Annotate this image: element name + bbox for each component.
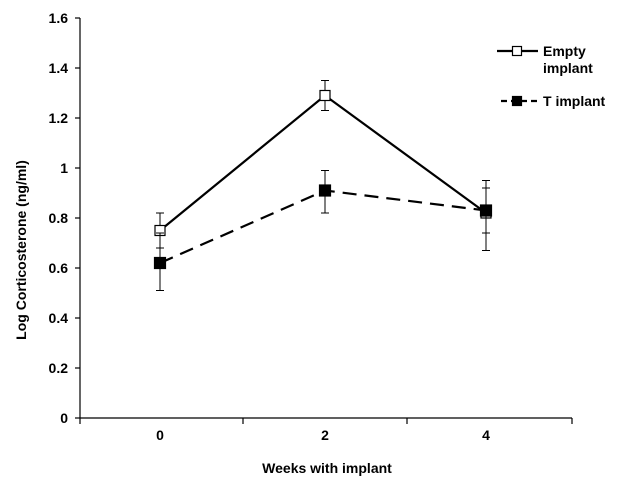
legend: Empty implant T implant [497, 43, 606, 109]
legend-item-0: Empty implant [497, 43, 593, 76]
x-axis-title: Weeks with implant [262, 460, 392, 476]
series-0 [154, 80, 492, 249]
data-point [153, 256, 167, 270]
series-layer [153, 80, 493, 291]
series-line [159, 94, 487, 232]
y-tick-label: 1 [60, 160, 68, 176]
y-tick-label: 1.4 [49, 60, 69, 76]
y-tick-label: 1.6 [49, 10, 69, 26]
y-tick-label: 1.2 [49, 110, 69, 126]
axes: 0 0.2 0.4 0.6 0.8 1 1.2 1.4 1.6 0 2 4 [49, 10, 573, 443]
y-tick-label: 0.4 [49, 310, 69, 326]
data-point [479, 204, 493, 217]
legend-label: T implant [543, 93, 606, 109]
series-1 [153, 170, 493, 291]
data-point [318, 184, 332, 197]
legend-marker [511, 95, 523, 107]
data-point [319, 89, 331, 102]
y-tick-label: 0.8 [49, 210, 69, 226]
x-tick-label: 2 [321, 427, 329, 443]
y-axis-title: Log Corticosterone (ng/ml) [13, 160, 29, 340]
y-tick-label: 0 [60, 410, 68, 426]
legend-label: Empty implant [543, 43, 593, 76]
legend-marker [511, 45, 523, 57]
legend-item-1: T implant [501, 93, 606, 109]
x-tick-label: 0 [156, 427, 164, 443]
x-tick-label: 4 [482, 427, 490, 443]
y-tick-label: 0.2 [49, 360, 69, 376]
y-tick-label: 0.6 [49, 260, 69, 276]
series-line [159, 189, 487, 265]
